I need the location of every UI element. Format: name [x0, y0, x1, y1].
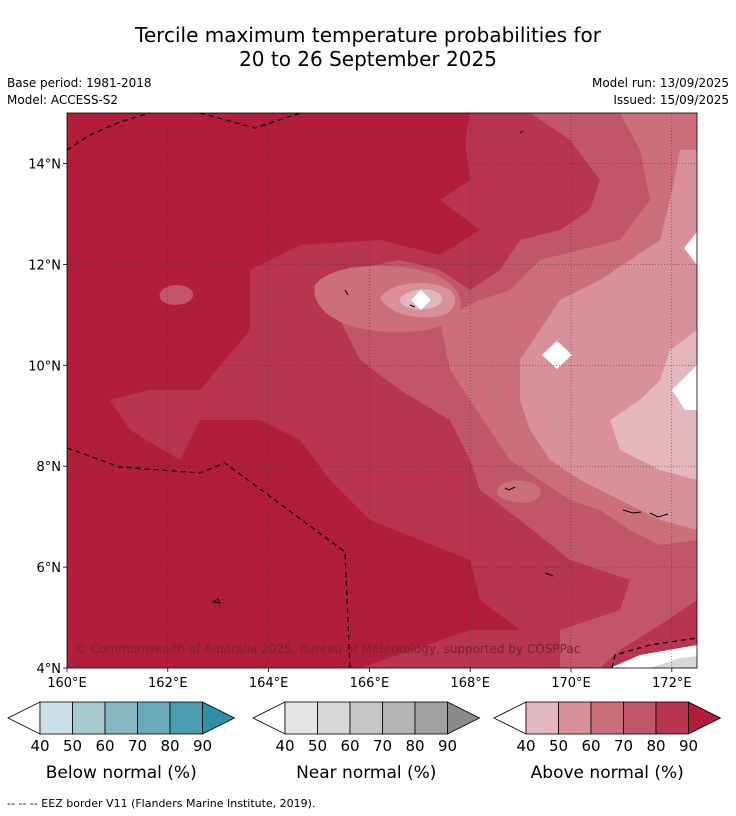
colorbar-tick-label: 60 [340, 737, 359, 755]
lat-tick-label: 6°N [37, 561, 62, 576]
contour-white-2 [542, 341, 572, 369]
lat-tick-label: 4°N [37, 662, 62, 677]
colorbars: 40 50 60 70 80 90 Below normal (%) 40 50 60 70 80 90… [7, 701, 722, 783]
colorbar-tick-label: 90 [438, 737, 457, 755]
colorbar-tick-label: 70 [614, 737, 633, 755]
colorbar-1: 40 50 60 70 80 90 Below normal (%) [7, 701, 236, 783]
map-title-line-2: 20 to 26 September 2025 [239, 47, 497, 71]
lat-tick-label: 10°N [28, 359, 61, 374]
map-title-line-1: Tercile maximum temperature probabilitie… [135, 23, 601, 47]
lat-tick-label: 12°N [28, 258, 61, 273]
contour-grey-corner-2 [650, 656, 697, 668]
colorbar-tick-label: 80 [160, 737, 179, 755]
map-gridlines [67, 113, 697, 668]
contour-white-1 [411, 290, 431, 310]
model-run: Model run: 13/09/2025 [591, 76, 729, 90]
colorbar-tick-label: 70 [373, 737, 392, 755]
eez-footnote: -- -- -- EEZ border V11 (Flanders Marine… [7, 797, 316, 810]
contour-blob-5 [496, 480, 541, 503]
model-name: Model: ACCESS-S2 [7, 93, 119, 107]
lon-tick-label: 172°E [652, 676, 692, 691]
islands [211, 130, 669, 604]
probability-contours [67, 113, 697, 668]
issued-date: Issued: 15/09/2025 [613, 93, 729, 107]
map-frame [66, 112, 698, 669]
colorbar-title: Near normal (%) [296, 763, 436, 783]
colorbar-tick-label: 40 [275, 737, 294, 755]
contour-white-4 [672, 365, 697, 410]
lon-tick-label: 170°E [551, 676, 591, 691]
colorbar-tick-label: 80 [405, 737, 424, 755]
colorbar-3: 40 50 60 70 80 90 Above normal (%) [493, 701, 722, 783]
colorbar-tick-label: 40 [30, 737, 49, 755]
colorbar-tick-label: 50 [549, 737, 568, 755]
contour-40-50 [610, 330, 697, 480]
colorbar-tick-label: 50 [63, 737, 82, 755]
base-period: Base period: 1981-2018 [7, 76, 152, 90]
colorbar-tick-label: 60 [581, 737, 600, 755]
colorbar-title: Below normal (%) [46, 763, 197, 783]
lon-tick-label: 168°E [450, 676, 490, 691]
copyright-note: © Commonwealth of Australia 2025, Bureau… [75, 642, 580, 656]
lat-tick-label: 8°N [37, 460, 62, 475]
colorbar-tick-label: 90 [193, 737, 212, 755]
contour-white-3 [684, 232, 697, 265]
colorbar-title: Above normal (%) [531, 763, 684, 783]
colorbar-tick-label: 60 [95, 737, 114, 755]
lat-tick-label: 14°N [28, 157, 61, 172]
axis-ticks: 160°E 162°E 164°E 166°E 168°E 170°E 172°E 4°N 6°… [28, 157, 691, 691]
eez-border [67, 113, 697, 668]
colorbar-tick-label: 50 [308, 737, 327, 755]
lon-tick-label: 160°E [47, 676, 87, 691]
lon-tick-label: 162°E [148, 676, 188, 691]
lon-tick-label: 166°E [350, 676, 390, 691]
lon-tick-label: 164°E [249, 676, 289, 691]
colorbar-tick-label: 70 [128, 737, 147, 755]
colorbar-tick-label: 40 [516, 737, 535, 755]
colorbar-tick-label: 80 [646, 737, 665, 755]
colorbar-tick-label: 90 [679, 737, 698, 755]
